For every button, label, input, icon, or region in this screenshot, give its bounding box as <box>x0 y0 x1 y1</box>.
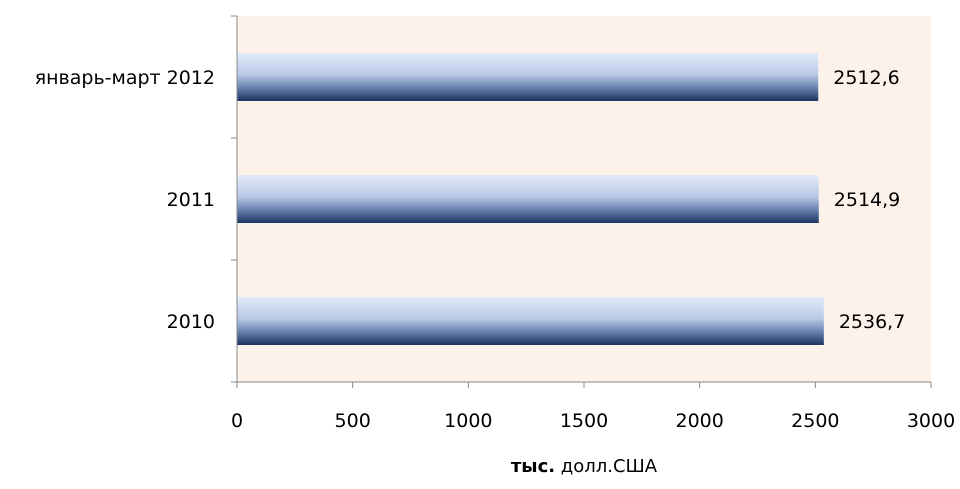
bar-2 <box>237 297 824 345</box>
x-axis-title: тыс. долл.США <box>511 456 658 477</box>
value-label-2: 2536,7 <box>839 311 905 333</box>
category-label-1: 2011 <box>167 189 215 211</box>
x-tick-label-4: 2000 <box>675 410 723 432</box>
x-tick-label-5: 2500 <box>791 410 839 432</box>
x-tick-label-1: 500 <box>335 410 371 432</box>
bar-0 <box>237 53 819 101</box>
x-axis-title-bold: тыс. <box>511 456 555 477</box>
x-tick-label-3: 1500 <box>560 410 608 432</box>
value-label-1: 2514,9 <box>834 189 900 211</box>
value-label-0: 2512,6 <box>833 67 899 89</box>
labels: январь-март 2012 2512,6 2011 2514,9 2010 2536… <box>35 67 955 432</box>
x-tick-label-2: 1000 <box>444 410 492 432</box>
x-axis-title-rest: долл.США <box>555 456 658 477</box>
bar-1 <box>237 175 819 223</box>
x-tick-label-0: 0 <box>231 410 243 432</box>
x-tick-label-6: 3000 <box>907 410 955 432</box>
category-label-2: 2010 <box>167 311 215 333</box>
category-label-0: январь-март 2012 <box>35 67 215 89</box>
bar-series <box>237 53 824 345</box>
axes <box>231 15 932 388</box>
